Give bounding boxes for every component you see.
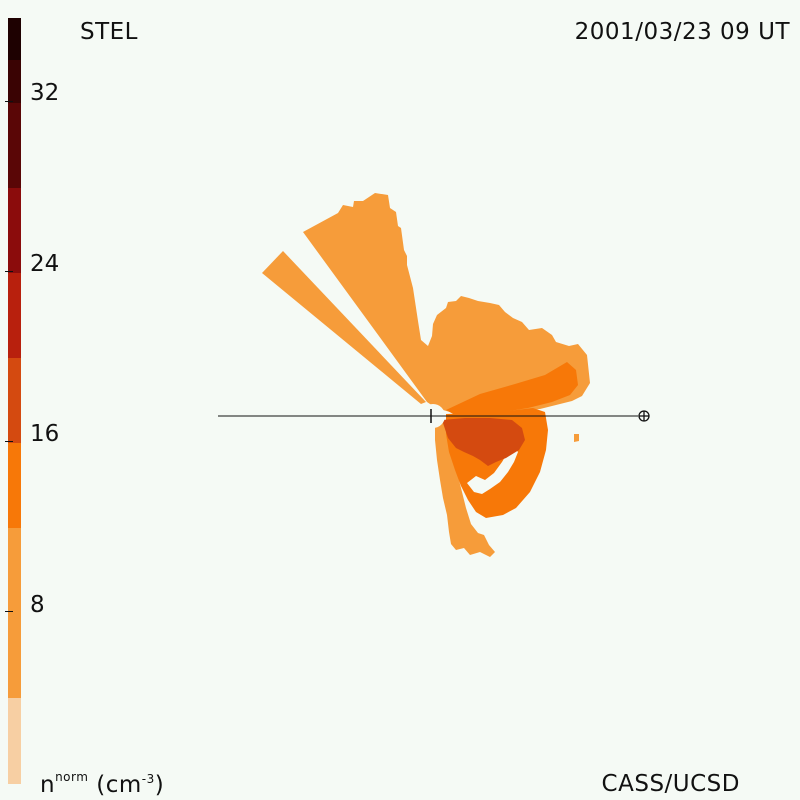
colorbar-tick xyxy=(5,441,13,442)
colorbar-tick-label: 24 xyxy=(30,251,60,277)
density-region-low xyxy=(303,193,590,413)
credit-label: CASS/UCSD xyxy=(601,771,740,797)
units-close: ) xyxy=(154,772,165,798)
colorbar-level-1 xyxy=(8,528,21,698)
density-region-low xyxy=(574,434,579,442)
colorbar-tick-label: 32 xyxy=(30,80,60,106)
units-exponent: -3 xyxy=(141,772,155,786)
datetime-label: 2001/03/23 09 UT xyxy=(574,19,790,45)
earth-icon xyxy=(638,410,650,422)
units-open: (cm xyxy=(88,772,142,798)
colorbar-level-4 xyxy=(8,273,21,358)
units-base: n xyxy=(40,772,56,798)
colorbar-level-0 xyxy=(8,698,21,784)
colorbar-level-3 xyxy=(8,358,21,443)
density-region-low xyxy=(262,251,426,404)
colorbar-level-5 xyxy=(8,188,21,273)
observatory-label: STEL xyxy=(80,19,138,45)
colorbar-tick-label: 8 xyxy=(30,592,45,618)
colorbar-tick xyxy=(5,611,13,612)
units-superscript: norm xyxy=(55,770,89,784)
colorbar-level-2 xyxy=(8,443,21,528)
colorbar-level-8 xyxy=(8,18,21,60)
colorbar-tick-label: 16 xyxy=(30,421,60,447)
density-gap xyxy=(467,447,518,494)
density-region-mid xyxy=(446,362,578,415)
density-region-high xyxy=(442,418,525,466)
colorbar-tick xyxy=(5,271,13,272)
units-label: nnorm (cm-3) xyxy=(40,771,164,797)
colorbar-level-7 xyxy=(8,60,21,103)
colorbar-level-6 xyxy=(8,103,21,188)
colorbar-tick xyxy=(5,101,13,102)
